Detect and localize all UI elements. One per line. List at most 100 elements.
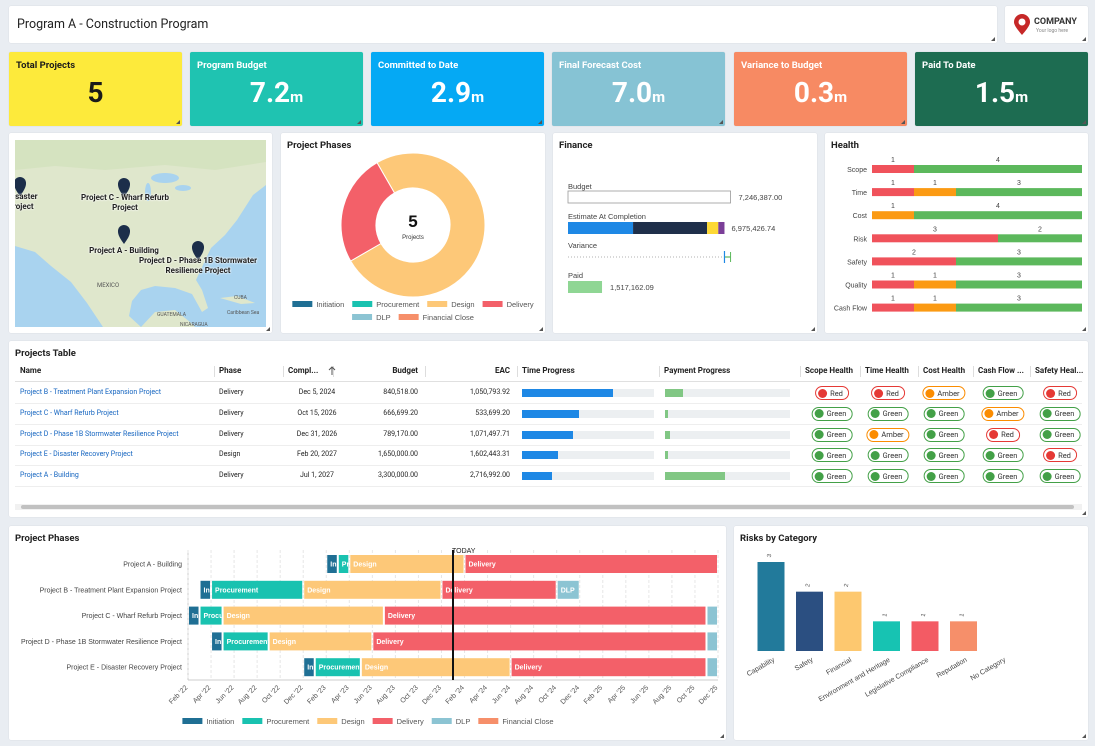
risk-category: Capability [746,656,777,678]
health-value: 4 [996,203,1000,210]
map-pin [15,177,26,196]
donut-slice [349,152,486,298]
legend-swatch [427,301,448,307]
status-text: Green [1054,409,1075,419]
gantt-bar [223,632,268,651]
gantt-bar [212,632,222,651]
status-pill: Green [811,427,853,442]
project-link[interactable]: Project D - Phase 1B Stormwater Resilien… [20,429,179,438]
kpi-unit: m [834,88,848,106]
column-separator [425,366,426,377]
eac-segment [718,222,725,234]
kpi-value: 2.9 [430,76,472,109]
health-value: 2 [912,249,916,256]
cell-completion: Dec 31, 2026 [296,429,338,438]
status-pill: Green [867,406,909,421]
status-pill: Green [923,406,965,421]
status-dot [814,409,824,419]
column-header: Name [20,366,42,375]
risk-value: 1 [882,612,889,617]
kpi-card: Committed to Date 2.9m [371,52,544,126]
gantt-bar [707,606,717,625]
legend-swatch [317,718,338,724]
time-track [522,430,654,439]
status-pill: Green [867,448,909,463]
status-pill: Green [1039,469,1081,484]
gantt-bar [200,580,211,599]
status-text: Green [938,409,959,419]
sort-arrow [328,366,336,375]
status-text: Red [886,388,899,398]
status-dot [870,471,880,481]
status-dot [926,409,936,419]
project-link[interactable]: Project B - Treatment Plant Expansion Pr… [20,388,162,396]
kpi-unit: m [1015,88,1029,106]
status-text: Green [938,430,959,440]
finance-value: 6,975,426.74 [731,224,775,233]
x-tick-label: Jun '25 [630,684,651,705]
payment-track [665,389,790,397]
health-segment [956,280,1082,289]
risk-category: No Category [969,656,1007,682]
cell-budget: 840,518.00 [383,388,418,396]
status-dot [1042,471,1052,481]
project-label: Project E - Disaster Recovery Project [66,665,182,672]
kpi-label: Variance to Budget [741,60,823,71]
status-pill: Red [1043,448,1077,463]
cell-phase: Delivery [219,429,244,438]
column-separator [918,366,919,377]
today-label: TODAY [452,548,476,555]
kpi-card: Final Forecast Cost 7.0m [552,52,725,126]
project-link[interactable]: Project C - Wharf Refurb Project [20,408,119,417]
x-tick-label: Feb '22 [168,684,189,705]
status-pill: Green [923,448,965,463]
health-segment [914,211,1082,220]
logo-tagline: Your logo here [1036,28,1069,34]
gantt-bar-label: Design [353,562,376,569]
map-pin [192,241,204,260]
health-value: 1 [891,180,895,187]
cell-eac: 1,071,497.71 [469,429,510,438]
x-tick-label: Oct '23 [399,684,420,705]
eac-segment [707,222,719,234]
status-pill: Red [986,427,1020,442]
logo-icon [1014,14,1030,35]
column-separator [333,366,334,377]
x-tick-label: Apr '25 [607,684,628,705]
health-segment [872,234,998,243]
map-place-label: Caribbean Sea [227,310,260,316]
scrollbar-thumb[interactable] [21,505,1074,509]
status-pill: Red [871,386,905,400]
legend-swatch [372,718,393,724]
gantt-bar-label: Procurement [215,587,259,594]
x-tick-label: Apr '23 [330,684,351,705]
project-link[interactable]: Project E - Disaster Recovery Project [20,450,133,459]
health-segment [872,165,914,173]
status-pill: Green [1039,406,1081,421]
lake [151,173,179,183]
status-pill: Green [811,469,853,484]
time-progress [522,451,558,460]
health-segment [872,303,914,312]
legend-label: Design [451,300,474,309]
header-card: Program A - Construction Program [9,6,997,43]
kpi-label: Committed to Date [378,60,459,71]
status-dot [926,450,936,460]
kpi-unit: m [471,88,485,106]
payment-progress [665,472,725,481]
health-value: 1 [933,180,937,187]
status-text: Green [882,471,903,481]
table-card: Projects Table Name Phase Compl... Budget EAC… [9,341,1088,517]
health-segment [998,234,1082,243]
gantt-bar [212,580,303,599]
x-tick-label: Jun '22 [215,684,236,705]
project-link[interactable]: Project A - Building [20,471,79,480]
time-track [522,472,654,481]
chart-svg: Scope 1 4 Time 1 1 3 Cost 1 4 Risk 3 2 Safety 2 3 Qualit… [834,157,1082,313]
cell-budget: 3,300,000.00 [377,471,418,480]
map-place-label: MEXICO [97,282,120,289]
column-separator [517,366,518,377]
status-text: Amber [937,388,960,398]
gantt-bar-label: Delivery [388,613,415,620]
kpi-card: Paid To Date 1.5m [915,52,1088,126]
